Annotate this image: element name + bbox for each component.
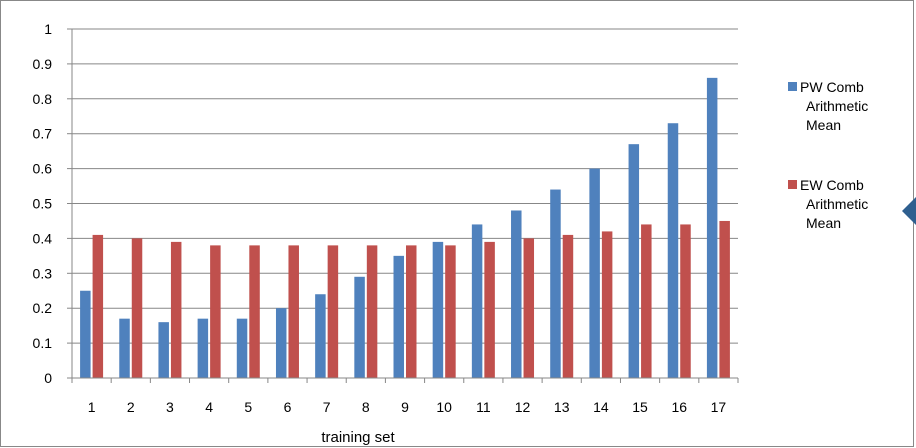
- legend-label-ew: EW Comb: [800, 177, 864, 193]
- bar-pw-6: [275, 308, 287, 378]
- bar-ew-15: [641, 224, 652, 378]
- bar-pw-11: [471, 224, 483, 378]
- bar-ew-9: [406, 245, 417, 378]
- bar-ew-2: [131, 238, 143, 378]
- x-tick-label: 7: [323, 399, 331, 415]
- x-tick-label: 17: [711, 399, 727, 415]
- bar-pw-5: [236, 318, 248, 378]
- x-tick-label: 1: [88, 399, 96, 415]
- bar-pw-13: [550, 189, 561, 378]
- y-tick-label: 0.3: [33, 265, 53, 281]
- y-tick-label: 0.8: [33, 91, 53, 107]
- bar-ew-14: [601, 231, 613, 378]
- bar-ew-13: [562, 234, 574, 378]
- x-tick-label: 2: [127, 399, 135, 415]
- legend-pointer-arrow: [902, 197, 916, 225]
- legend: PW Comb Arithmetic Mean EW Comb Arithmetic Me…: [788, 79, 868, 231]
- y-tick-label: 1: [44, 21, 52, 37]
- y-tick-labels: 0 0.1 0.2 0.3 0.4 0.5 0.6 0.7 0.8 0.9 1: [33, 21, 53, 386]
- bar-ew-11: [484, 241, 495, 378]
- bar-pw-10: [432, 241, 444, 378]
- bar-ew-3: [170, 241, 182, 378]
- bar-ew-4: [210, 245, 221, 378]
- bar-pw-17: [706, 77, 718, 379]
- bar-pw-15: [628, 144, 640, 378]
- y-tick-label: 0.7: [33, 126, 53, 142]
- x-tick-label: 11: [476, 399, 491, 415]
- legend-label-pw: Arithmetic: [806, 98, 868, 114]
- legend-label-ew: Arithmetic: [806, 196, 868, 212]
- bar-ew-8: [366, 245, 378, 378]
- bar-ew-16: [680, 224, 691, 378]
- y-tick-label: 0.4: [33, 230, 53, 246]
- axes: [71, 29, 738, 379]
- bar-ew-12: [523, 238, 535, 378]
- y-tick-label: 0.2: [33, 300, 53, 316]
- bar-pw-9: [393, 255, 404, 378]
- x-tick-label: 16: [671, 399, 687, 415]
- y-tick-label: 0.6: [33, 161, 53, 177]
- x-tick-label: 15: [632, 399, 648, 415]
- legend-swatch-pw: [788, 82, 797, 91]
- bars: [80, 77, 730, 379]
- bar-ew-6: [288, 245, 299, 378]
- gridlines: [67, 28, 739, 383]
- y-tick-label: 0.5: [33, 196, 53, 212]
- bar-ew-7: [327, 245, 339, 378]
- x-tick-label: 13: [554, 399, 570, 415]
- legend-label-pw: Mean: [806, 117, 841, 133]
- x-tick-label: 12: [515, 399, 531, 415]
- bar-ew-1: [92, 234, 104, 378]
- x-tick-label: 5: [244, 399, 252, 415]
- legend-label-ew: Mean: [806, 215, 841, 231]
- x-tick-label: 6: [284, 399, 292, 415]
- bar-pw-16: [667, 123, 679, 378]
- bar-ew-5: [249, 245, 260, 378]
- bar-ew-10: [445, 245, 456, 378]
- x-tick-label: 8: [362, 399, 370, 415]
- x-tick-label: 14: [593, 399, 609, 415]
- legend-label-pw: PW Comb: [800, 79, 864, 95]
- y-tick-label: 0: [44, 370, 52, 386]
- bar-pw-4: [197, 318, 209, 378]
- bar-pw-3: [158, 322, 169, 378]
- x-tick-label: 10: [436, 399, 452, 415]
- y-tick-label: 0.1: [33, 335, 53, 351]
- x-tick-labels: 1 2 3 4 5 6 7 8 9 10 11 12 13 14 15 16 17: [88, 399, 727, 415]
- x-axis-title: training set: [321, 429, 395, 446]
- bar-pw-14: [589, 168, 600, 378]
- legend-swatch-ew: [788, 180, 797, 189]
- bar-pw-12: [511, 210, 522, 378]
- bar-pw-2: [119, 318, 130, 378]
- y-tick-label: 0.9: [33, 56, 53, 72]
- x-tick-label: 9: [401, 399, 409, 415]
- bar-pw-7: [315, 294, 326, 378]
- bar-pw-1: [80, 290, 91, 378]
- bar-pw-8: [354, 276, 365, 378]
- x-tick-label: 3: [166, 399, 174, 415]
- x-tick-label: 4: [205, 399, 213, 415]
- bar-ew-17: [719, 220, 730, 378]
